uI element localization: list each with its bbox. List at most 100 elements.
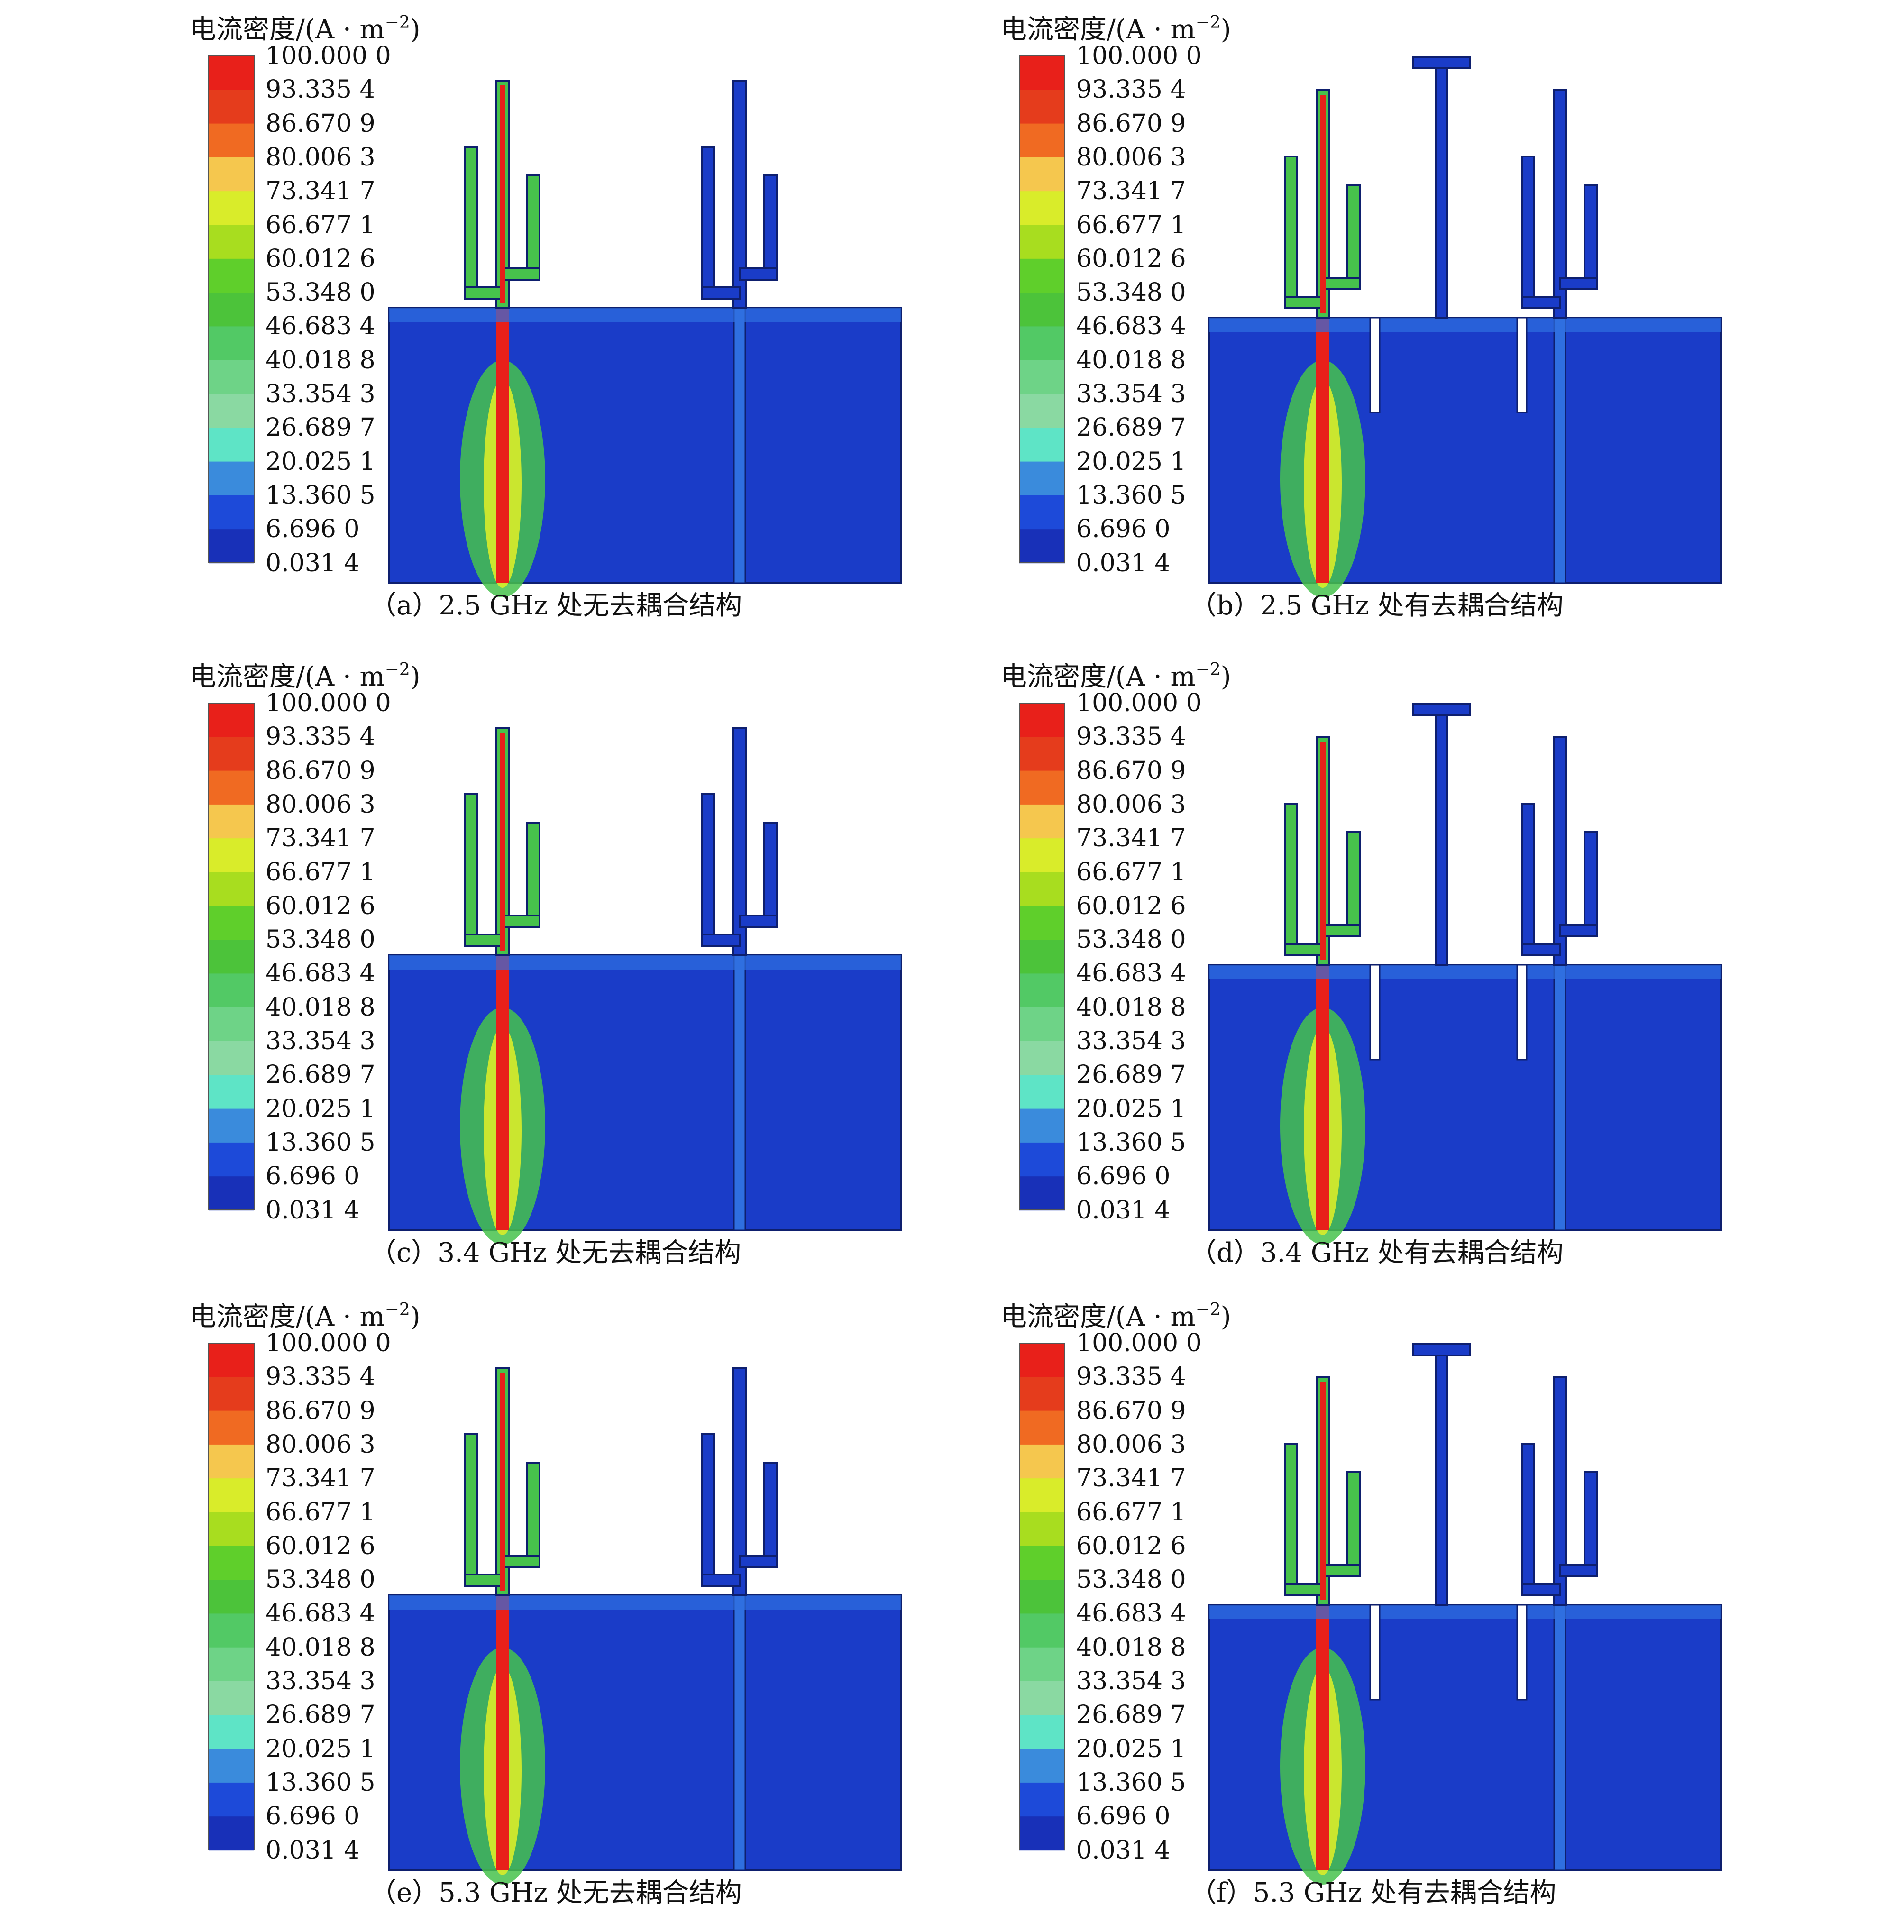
antenna-right-arm bbox=[1584, 184, 1598, 290]
unit-prefix: 电流密度/(A · m bbox=[190, 661, 385, 692]
legend-band bbox=[209, 191, 254, 226]
legend-band bbox=[1019, 1715, 1065, 1749]
legend-tick-label: 0.031 4 bbox=[1076, 1836, 1171, 1865]
legend-band bbox=[209, 703, 254, 737]
antenna-right-join bbox=[1559, 1564, 1598, 1577]
legend-frame bbox=[1019, 55, 1065, 563]
antenna-left-join bbox=[1284, 296, 1324, 309]
edge-current-band bbox=[1209, 318, 1721, 332]
legend-band bbox=[209, 123, 254, 158]
legend-tick-label: 66.677 1 bbox=[1076, 1498, 1186, 1527]
antenna-left-join bbox=[1521, 943, 1561, 956]
antenna-right-join bbox=[739, 267, 778, 281]
legend-band bbox=[209, 1444, 254, 1479]
legend-tick-label: 60.012 6 bbox=[1076, 891, 1186, 920]
legend-band bbox=[1019, 56, 1065, 90]
legend-band bbox=[1019, 1580, 1065, 1614]
antenna-left-arm bbox=[701, 793, 715, 947]
legend-unit-label: 电流密度/(A · m−2) bbox=[190, 14, 421, 43]
antenna-element bbox=[1521, 736, 1598, 966]
legend-tick-label: 66.677 1 bbox=[265, 858, 375, 887]
unit-exponent: −2 bbox=[1195, 13, 1221, 32]
antenna-right-join bbox=[1322, 924, 1361, 937]
decoupling-structure bbox=[1369, 703, 1528, 1061]
legend-band bbox=[209, 770, 254, 805]
substrate-group bbox=[1208, 1604, 1722, 1885]
antenna-right-join bbox=[1559, 277, 1598, 290]
legend-band bbox=[209, 973, 254, 1008]
slot-right bbox=[1516, 317, 1528, 413]
legend-band bbox=[1019, 1749, 1065, 1783]
legend-tick-label: 100.000 0 bbox=[1076, 42, 1202, 70]
antenna-left-arm bbox=[1521, 803, 1535, 956]
decoupling-structure bbox=[1369, 56, 1528, 413]
antenna-right-arm bbox=[763, 174, 778, 281]
legend-tick-label: 80.006 3 bbox=[1076, 143, 1186, 172]
feed-line-right bbox=[733, 1594, 746, 1871]
legend-band bbox=[209, 293, 254, 327]
color-legend-bar bbox=[1019, 55, 1065, 564]
legend-band bbox=[1019, 1075, 1065, 1109]
legend-band bbox=[1019, 1647, 1065, 1682]
legend-frame bbox=[1019, 1343, 1065, 1850]
legend-band bbox=[209, 495, 254, 530]
panel-plot bbox=[1019, 1343, 1722, 1885]
unit-suffix: ) bbox=[1220, 1301, 1231, 1332]
legend-tick-label: 93.335 4 bbox=[1076, 75, 1186, 104]
antenna-left-join bbox=[701, 286, 741, 300]
legend-band bbox=[209, 1343, 254, 1377]
legend-tick-label: 13.360 5 bbox=[265, 481, 375, 510]
legend-tick-label: 93.335 4 bbox=[1076, 723, 1186, 751]
legend-band bbox=[1019, 428, 1065, 462]
legend-tick-label: 26.689 7 bbox=[1076, 413, 1186, 442]
legend-tick-label: 93.335 4 bbox=[265, 75, 375, 104]
antenna-left-arm bbox=[1521, 1443, 1535, 1596]
legend-tick-label: 100.000 0 bbox=[1076, 1329, 1202, 1357]
legend-tick-label: 6.696 0 bbox=[1076, 1802, 1171, 1831]
slot-left bbox=[1369, 964, 1381, 1061]
legend-tick-label: 93.335 4 bbox=[265, 723, 375, 751]
legend-tick-label: 60.012 6 bbox=[1076, 244, 1186, 273]
legend-tick-label: 0.031 4 bbox=[265, 549, 360, 577]
legend-band bbox=[209, 1041, 254, 1075]
legend-tick-label: 33.354 3 bbox=[1076, 1667, 1186, 1695]
legend-band bbox=[209, 872, 254, 906]
panel-caption: （e）5.3 GHz 处无去耦合结构 bbox=[370, 1877, 742, 1908]
stem-current-hotspot bbox=[500, 733, 505, 951]
legend-tick-label: 73.341 7 bbox=[1076, 1464, 1186, 1493]
legend-band bbox=[1019, 1613, 1065, 1648]
legend-band bbox=[1019, 1108, 1065, 1143]
antenna-right-arm bbox=[526, 174, 540, 281]
legend-band bbox=[1019, 326, 1065, 361]
unit-exponent: −2 bbox=[384, 13, 410, 32]
legend-band bbox=[1019, 1512, 1065, 1547]
legend-tick-label: 100.000 0 bbox=[265, 689, 391, 717]
legend-tick-label: 6.696 0 bbox=[1076, 1162, 1171, 1191]
legend-band bbox=[209, 1075, 254, 1109]
legend-band bbox=[209, 258, 254, 293]
legend-tick-label: 73.341 7 bbox=[265, 177, 375, 206]
substrate-group bbox=[388, 307, 902, 597]
legend-frame bbox=[208, 55, 255, 563]
panel-plot bbox=[208, 1343, 902, 1885]
legend-band bbox=[209, 1715, 254, 1749]
legend-tick-label: 53.348 0 bbox=[1076, 925, 1186, 954]
panel-plot bbox=[208, 703, 902, 1245]
antenna-right-arm bbox=[1346, 1471, 1361, 1577]
legend-band bbox=[1019, 770, 1065, 805]
stem-current-hotspot bbox=[500, 85, 505, 303]
legend-band bbox=[209, 1377, 254, 1411]
legend-tick-label: 66.677 1 bbox=[1076, 211, 1186, 239]
legend-tick-label: 80.006 3 bbox=[1076, 1430, 1186, 1459]
stem-current-hotspot bbox=[500, 1373, 505, 1591]
antenna-element bbox=[1521, 1376, 1598, 1606]
legend-tick-label: 26.689 7 bbox=[1076, 1701, 1186, 1730]
legend-band bbox=[1019, 529, 1065, 564]
color-legend-bar bbox=[208, 1343, 255, 1851]
edge-current-band bbox=[389, 308, 901, 322]
legend-tick-label: 46.683 4 bbox=[265, 959, 375, 988]
legend-band bbox=[1019, 1176, 1065, 1211]
